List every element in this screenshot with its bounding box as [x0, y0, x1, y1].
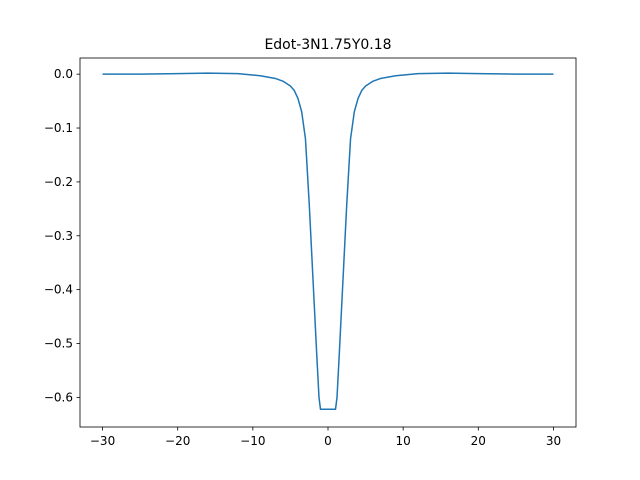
x-tick-label: 20 — [471, 434, 486, 448]
y-tick-label: −0.3 — [44, 229, 73, 243]
y-tick-label: −0.1 — [44, 121, 73, 135]
plot-area — [102, 72, 554, 410]
chart-title: Edot-3N1.75Y0.18 — [264, 37, 391, 53]
y-tick-label: 0.0 — [54, 67, 73, 81]
x-tick-label: −10 — [240, 434, 265, 448]
x-tick-label: −20 — [165, 434, 190, 448]
axes-frame — [79, 57, 577, 428]
series-line-0 — [102, 72, 554, 410]
x-tick-label: 0 — [324, 434, 332, 448]
y-tick-label: −0.6 — [44, 390, 73, 404]
y-tick-label: −0.5 — [44, 337, 73, 351]
y-axis-ticks: 0.0 −0.1 −0.2 −0.3 −0.4 −0.5 −0.6 — [44, 67, 80, 404]
x-axis-ticks: −30 −20 −10 0 10 20 30 — [90, 427, 561, 448]
x-tick-label: −30 — [90, 434, 115, 448]
y-tick-label: −0.2 — [44, 175, 73, 189]
x-tick-label: 10 — [396, 434, 411, 448]
y-tick-label: −0.4 — [44, 283, 73, 297]
x-tick-label: 30 — [546, 434, 561, 448]
